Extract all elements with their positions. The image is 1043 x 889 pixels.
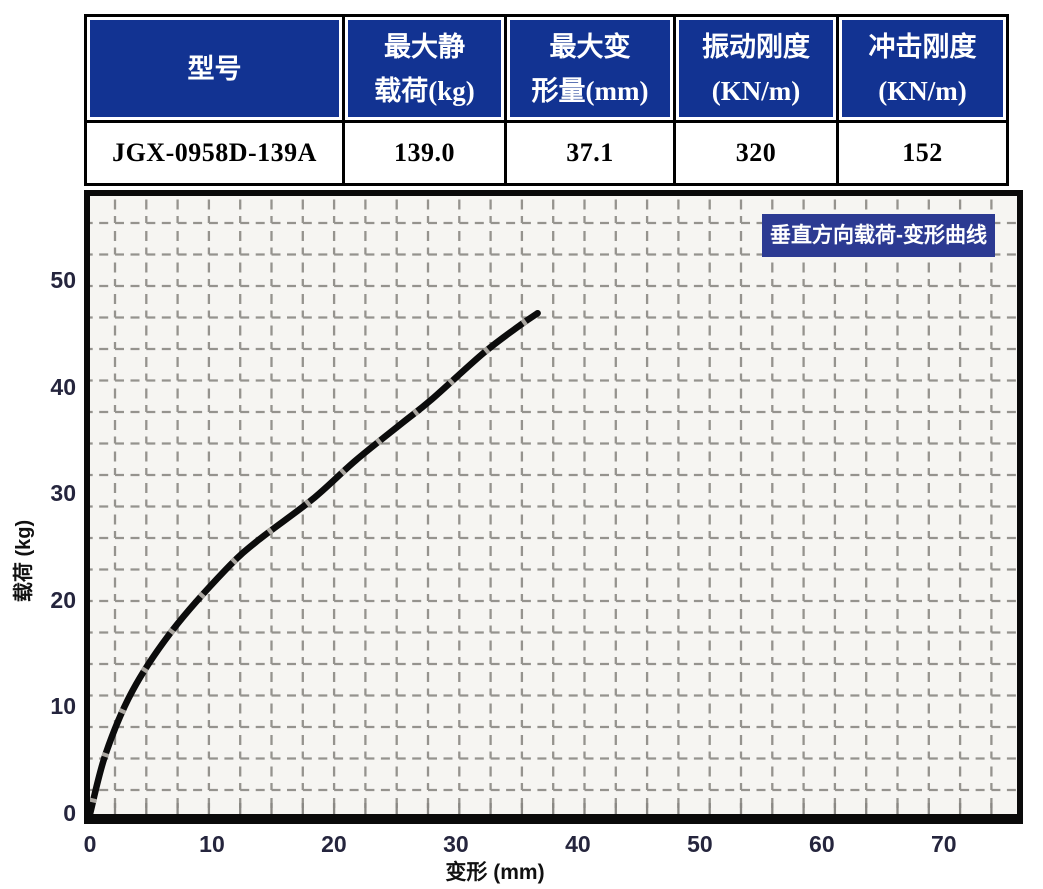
spec-header-vibration-stiffness-line2: (KN/m): [711, 75, 801, 106]
y-tick-label: 10: [50, 693, 76, 720]
spec-header-max-deformation-line2: 形量(mm): [531, 75, 649, 106]
spec-header-impact-stiffness: 冲击刚度 (KN/m): [836, 14, 1009, 123]
x-tick-label: 10: [199, 831, 225, 857]
spec-header-impact-stiffness-line2: (KN/m): [878, 75, 967, 106]
x-tick-label: 0: [83, 831, 97, 857]
chart-panel: [84, 190, 1023, 824]
spec-header-max-static-load-line1: 最大静: [384, 31, 465, 62]
spec-value-vibration-stiffness: 320: [673, 120, 839, 186]
y-tick-label: 20: [50, 586, 76, 613]
spec-header-max-deformation-line1: 最大变: [549, 31, 631, 62]
y-tick-label: 0: [63, 800, 76, 826]
spec-value-row: JGX-0958D-139A 139.0 37.1 320 152: [84, 120, 1009, 186]
x-tick-label: 20: [321, 831, 347, 857]
spec-value-max-deformation: 37.1: [504, 120, 676, 186]
spec-value-model: JGX-0958D-139A: [84, 120, 345, 186]
x-tick-label: 50: [687, 831, 713, 857]
x-axis-title: 变形 (mm): [445, 861, 545, 884]
spec-header-max-static-load: 最大静 载荷(kg): [342, 14, 507, 123]
spec-header-max-static-load-line2: 载荷(kg): [374, 75, 475, 106]
x-tick-label: 40: [565, 831, 591, 857]
spec-header-impact-stiffness-line1: 冲击刚度: [868, 31, 977, 62]
x-tick-label: 70: [931, 831, 957, 857]
y-axis-title: 载荷 (kg): [13, 519, 35, 603]
spec-table: 型号 最大静 载荷(kg) 最大变 形量(mm) 振动刚度 (KN/m) 冲击刚…: [84, 14, 1009, 186]
y-tick-label: 40: [50, 373, 76, 400]
spec-header-model-line1: 型号: [187, 53, 242, 84]
spec-value-max-static-load: 139.0: [342, 120, 507, 186]
y-tick-label: 50: [50, 267, 76, 294]
spec-header-max-deformation: 最大变 形量(mm): [504, 14, 676, 123]
x-tick-label: 60: [809, 831, 835, 857]
spec-value-impact-stiffness: 152: [836, 120, 1009, 186]
chart-title-badge: 垂直方向载荷-变形曲线: [762, 214, 995, 257]
spec-header-vibration-stiffness: 振动刚度 (KN/m): [673, 14, 839, 123]
x-tick-label: 30: [443, 831, 469, 857]
spec-header-model: 型号: [84, 14, 345, 123]
spec-header-row: 型号 最大静 载荷(kg) 最大变 形量(mm) 振动刚度 (KN/m) 冲击刚…: [84, 14, 1009, 123]
spec-header-vibration-stiffness-line1: 振动刚度: [702, 31, 810, 62]
y-tick-label: 30: [50, 480, 76, 507]
load-deflection-plot: [90, 196, 1017, 814]
